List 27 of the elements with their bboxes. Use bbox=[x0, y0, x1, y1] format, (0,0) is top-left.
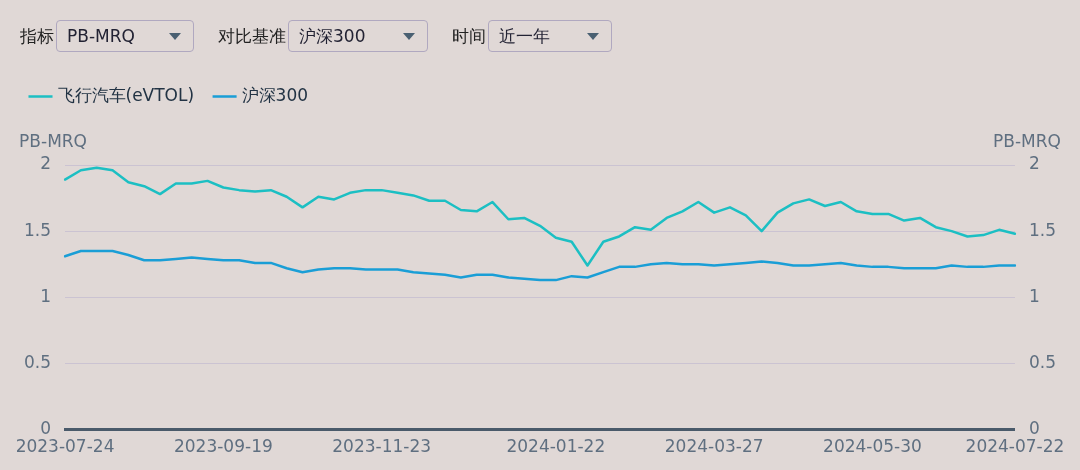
dropdown: 近一年 bbox=[488, 20, 612, 52]
y-axis-title: PB-MRQ bbox=[19, 130, 87, 151]
text: 时间 bbox=[452, 24, 486, 48]
y2-tick-label: 2 bbox=[1028, 153, 1040, 174]
dropdown: 沪深300 bbox=[288, 20, 428, 52]
y-tick-label: 0.5 bbox=[23, 351, 52, 372]
x-tick-label: 2024-03-27 bbox=[664, 436, 764, 457]
y-tick-label: 0 bbox=[40, 418, 52, 439]
y-tick-label: 1 bbox=[40, 285, 52, 306]
text: 指标 bbox=[20, 24, 54, 48]
y2-tick-label: 0.5 bbox=[1028, 351, 1057, 372]
x-tick-label: 2024-07-22 bbox=[965, 436, 1065, 457]
y2-tick-label: 1 bbox=[1028, 285, 1040, 306]
legend-label: 沪深300 bbox=[241, 84, 309, 105]
y-tick-label: 2 bbox=[40, 153, 52, 174]
legend-label: 飞行汽车(eVTOL) bbox=[57, 84, 195, 105]
x-tick-label: 2024-05-30 bbox=[823, 436, 922, 457]
y2-tick-label: 1.5 bbox=[1028, 219, 1057, 240]
y2-tick-label: 0 bbox=[1028, 418, 1040, 439]
x-tick-label: 2023-07-24 bbox=[15, 436, 115, 457]
dropdown: PB-MRQ bbox=[56, 20, 194, 52]
y-tick-label: 1.5 bbox=[23, 219, 52, 240]
x-tick-label: 2023-09-19 bbox=[173, 436, 273, 457]
text: 对比基准 bbox=[218, 24, 286, 48]
y2-axis-title: PB-MRQ bbox=[993, 130, 1061, 151]
x-tick-label: 2023-11-23 bbox=[332, 436, 432, 457]
x-tick-label: 2024-01-22 bbox=[506, 436, 606, 457]
